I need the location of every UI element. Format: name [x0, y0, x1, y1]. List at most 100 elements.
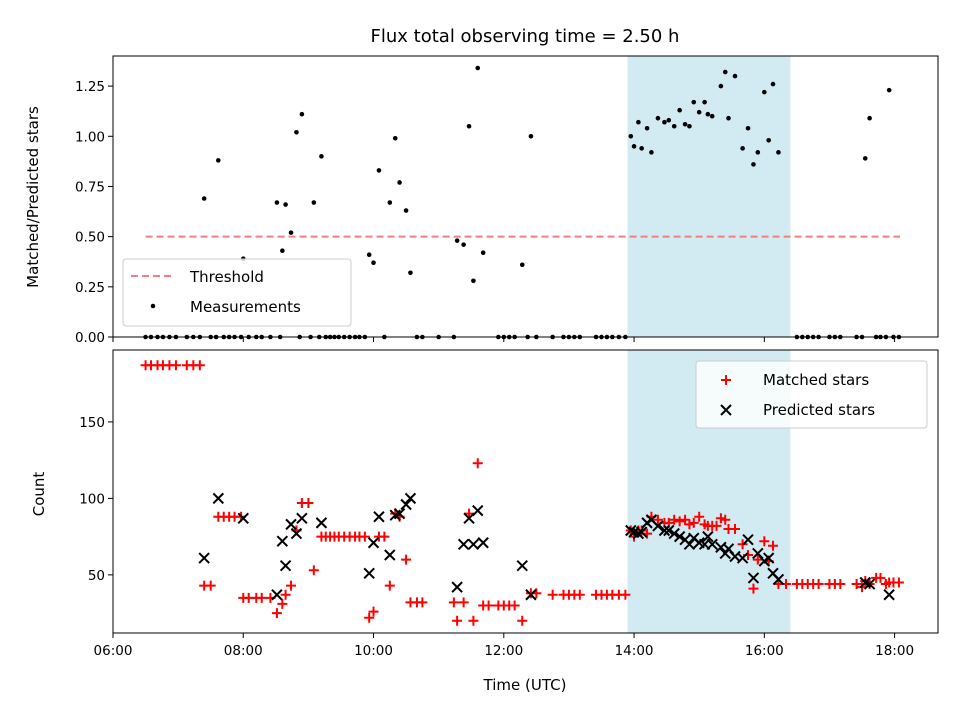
matched-star-point — [277, 598, 288, 609]
predicted-star-point — [772, 573, 785, 586]
matched-star-point — [448, 597, 459, 608]
predicted-star-point — [683, 538, 696, 550]
matched-star-point — [652, 514, 663, 525]
matched-star-point — [468, 615, 479, 626]
predicted-star-point — [673, 530, 686, 543]
legend-threshold-label: Threshold — [189, 268, 264, 286]
measurement-point — [766, 138, 771, 143]
measurement-point — [776, 150, 781, 155]
y-tick-label: 150 — [79, 415, 105, 431]
y-tick-label: 1.00 — [75, 129, 105, 145]
measurement-point — [636, 119, 641, 125]
measurement-point — [215, 158, 221, 163]
matched-star-point — [170, 360, 181, 371]
legend-box — [122, 258, 352, 327]
predicted-star-point — [467, 538, 480, 550]
matched-star-point — [379, 531, 390, 542]
measurement-point — [722, 69, 728, 75]
matched-star-point — [509, 600, 520, 611]
matched-star-point — [759, 536, 770, 547]
measurement-point — [751, 162, 756, 167]
predicted-star-point — [668, 527, 680, 540]
predicted-star-point — [635, 526, 648, 538]
measurement-point — [392, 135, 398, 141]
predicted-star-point — [747, 572, 760, 584]
predicted-star-point — [296, 512, 308, 524]
predicted-star-point — [400, 498, 412, 511]
predicted-star-point — [706, 538, 718, 550]
measurement-point — [366, 252, 372, 258]
top-y-axis-label: Matched/Predicted stars — [24, 106, 42, 288]
predicted-star-point — [658, 524, 671, 537]
matched-star-point — [303, 497, 314, 508]
measurement-point — [461, 242, 466, 247]
measurement-point — [280, 248, 285, 253]
measurement-point — [294, 129, 299, 135]
matched-star-point — [720, 514, 731, 525]
chart-title: Flux total observing time = 2.50 h — [371, 26, 680, 47]
predicted-star-point — [625, 524, 637, 537]
measurement-point — [677, 107, 682, 113]
matched-star-point — [715, 513, 726, 524]
measurement-point — [718, 83, 724, 89]
matched-star-point — [280, 589, 291, 600]
predicted-star-point — [652, 520, 664, 532]
bottom-panel: 50 100 150 06:00 08:00 10:00 12:00 14:00 16:00 1… — [30, 349, 939, 694]
predicted-star-point — [384, 549, 396, 561]
matched-star-point — [286, 580, 297, 591]
matched-star-point — [483, 600, 494, 611]
predicted-star-point — [525, 589, 537, 601]
matched-star-point — [271, 608, 282, 619]
measurement-point — [299, 111, 305, 117]
y-tick-label: 0.50 — [75, 230, 105, 246]
predicted-star-point — [373, 511, 385, 523]
predicted-star-point — [457, 538, 470, 550]
predicted-star-point — [279, 559, 292, 572]
bottom-y-ticks: 50 100 150 — [79, 415, 113, 584]
bottom-axes-frame — [112, 349, 939, 634]
predicted-star-point — [276, 535, 289, 547]
highlight-band-rect — [627, 56, 791, 337]
predicted-star-point — [393, 507, 406, 520]
predicted-star-point — [472, 504, 484, 517]
matched-star-point — [401, 554, 412, 565]
top-axes-frame — [112, 55, 939, 338]
y-tick-label: 0.00 — [75, 330, 105, 346]
matched-star-point — [384, 580, 395, 591]
matched-star-point — [359, 531, 370, 542]
x-tick-label: 08:00 — [224, 643, 263, 659]
y-tick-label: 0.75 — [75, 179, 105, 195]
matched-star-point — [680, 514, 691, 525]
matched-star-point — [851, 579, 862, 590]
x-tick-label: 14:00 — [615, 643, 654, 659]
predicted-star-point — [290, 527, 303, 540]
measurement-point — [528, 133, 534, 139]
measurement-point — [740, 146, 745, 151]
matched-star-point — [472, 458, 483, 469]
measurement-point — [466, 123, 472, 129]
measurement-point — [702, 99, 707, 105]
predicted-star-point — [516, 559, 528, 572]
measurement-point — [319, 154, 324, 159]
x-axis-label: Time (UTC) — [483, 676, 567, 694]
measurement-point — [201, 196, 207, 201]
predicted-star-point — [663, 524, 675, 537]
predicted-star-point — [736, 552, 749, 564]
matched-star-point — [368, 606, 379, 617]
top-highlight-band — [627, 56, 791, 337]
measurement-point — [397, 180, 402, 185]
measurement-point — [666, 117, 672, 123]
measurement-point — [696, 109, 702, 115]
measurement-point — [762, 89, 767, 95]
matched-star-point — [688, 517, 699, 528]
measurement-point — [705, 111, 711, 117]
predicted-star-point — [477, 537, 489, 549]
matched-star-point — [835, 579, 846, 590]
matched-star-point — [620, 589, 631, 600]
x-tick-label: 06:00 — [94, 643, 133, 659]
measurement-point — [471, 278, 476, 284]
legend-matched-swatch — [721, 375, 731, 385]
bottom-series — [140, 360, 904, 626]
